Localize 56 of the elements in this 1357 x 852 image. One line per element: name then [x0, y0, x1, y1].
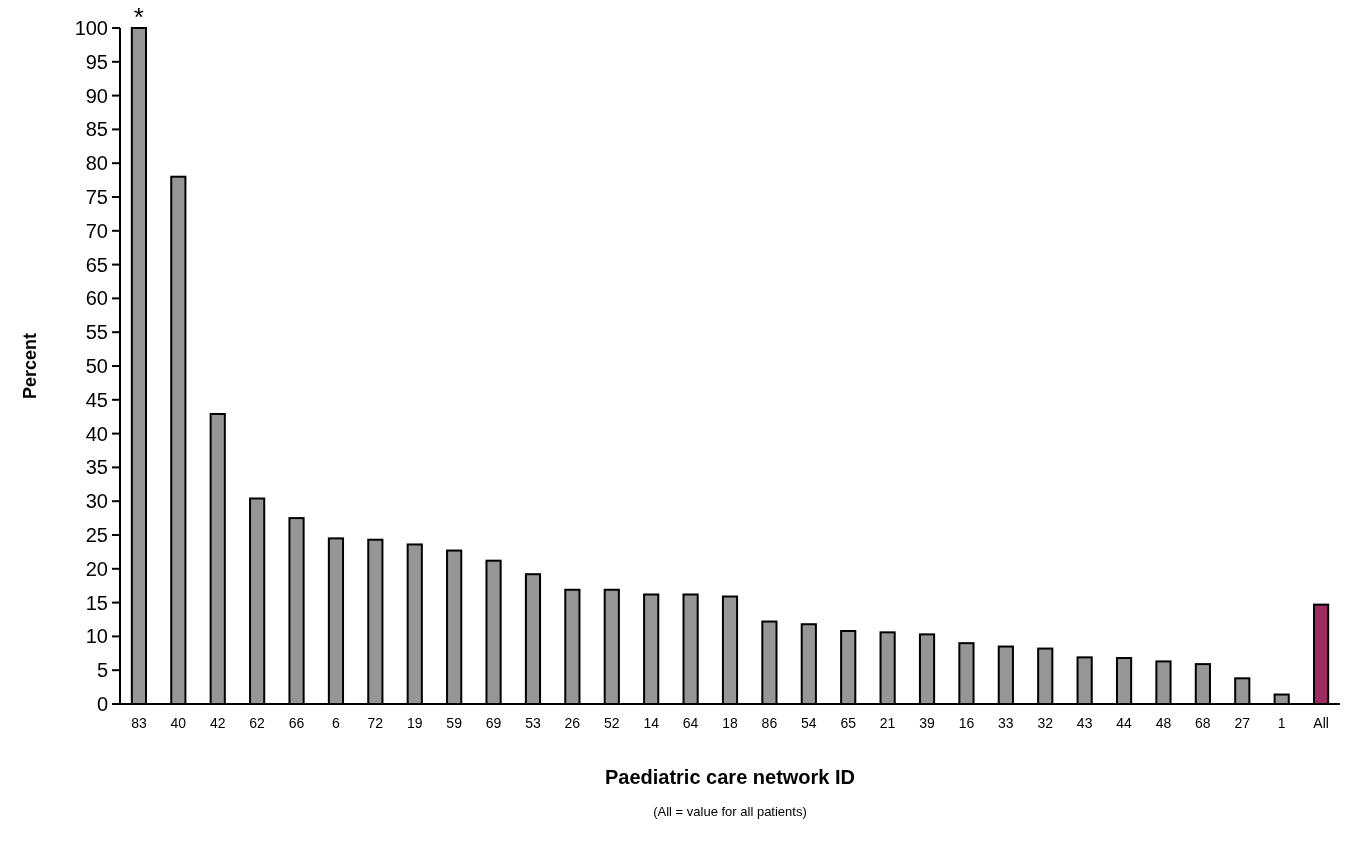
x-tick-label: 64	[682, 715, 699, 731]
y-tick-label: 50	[85, 355, 108, 377]
x-tick-label: 86	[761, 715, 778, 731]
y-tick-label: 0	[96, 693, 108, 715]
x-tick-label: 33	[998, 715, 1014, 731]
y-tick-label: 100	[74, 17, 108, 39]
y-tick-label: 40	[85, 422, 108, 445]
x-tick-label: 66	[288, 715, 305, 731]
x-tick-label: 19	[406, 715, 423, 731]
x-tick-label: 68	[1195, 715, 1211, 731]
x-tick-label: 43	[1076, 715, 1093, 731]
x-tick-label: 1	[1277, 715, 1286, 731]
y-tick-label: 70	[85, 219, 108, 242]
y-tick-label: 15	[85, 591, 108, 614]
text: (All = value for all patients)	[653, 804, 807, 819]
x-tick-label: 42	[209, 715, 226, 731]
x-tick-label: 14	[643, 715, 660, 731]
x-tick-label: 27	[1234, 715, 1251, 731]
x-tick-label: 26	[564, 715, 581, 731]
y-tick-label: 85	[85, 118, 108, 141]
x-tick-label: 18	[722, 715, 738, 731]
x-tick-label: 53	[525, 715, 541, 731]
y-tick-label: 5	[96, 659, 108, 682]
y-tick-label: 60	[85, 287, 108, 310]
x-tick-label: 39	[919, 715, 936, 731]
x-tick-label: 59	[446, 715, 463, 731]
y-tick-label: 30	[85, 490, 108, 513]
x-tick-label: 62	[249, 715, 266, 731]
x-axis-title: Paediatric care network ID	[604, 766, 856, 788]
x-tick-label: 72	[367, 715, 384, 731]
x-tick-label: 52	[603, 715, 620, 731]
x-tick-label: 16	[958, 715, 975, 731]
y-tick-label: 35	[85, 456, 108, 479]
x-tick-label: 44	[1116, 715, 1133, 731]
x-tick-label: 54	[801, 715, 817, 731]
y-tick-label: 20	[85, 557, 108, 580]
y-tick-label: 25	[85, 524, 108, 546]
y-tick-label: 65	[85, 253, 108, 276]
x-tick-label: 6	[332, 715, 341, 731]
x-tick-label: 83	[131, 715, 147, 731]
x-tick-label: All	[1313, 715, 1329, 731]
y-tick-label: 10	[85, 625, 108, 648]
x-tick-label: 32	[1037, 715, 1054, 731]
y-tick-label: 90	[85, 84, 108, 107]
y-tick-label: 95	[85, 50, 108, 73]
y-tick-label: 45	[85, 388, 108, 411]
x-tick-label: 40	[170, 715, 187, 731]
x-tick-label: 48	[1155, 715, 1172, 731]
y-tick-label: 80	[85, 152, 108, 175]
annotation: *	[133, 2, 144, 32]
y-axis-title: Percent	[20, 332, 40, 400]
y-tick-label: 55	[85, 321, 108, 344]
y-tick-label: 75	[85, 186, 108, 208]
x-tick-label: 65	[840, 715, 857, 731]
x-tick-label: 69	[485, 715, 502, 731]
x-tick-label: 21	[879, 715, 896, 731]
